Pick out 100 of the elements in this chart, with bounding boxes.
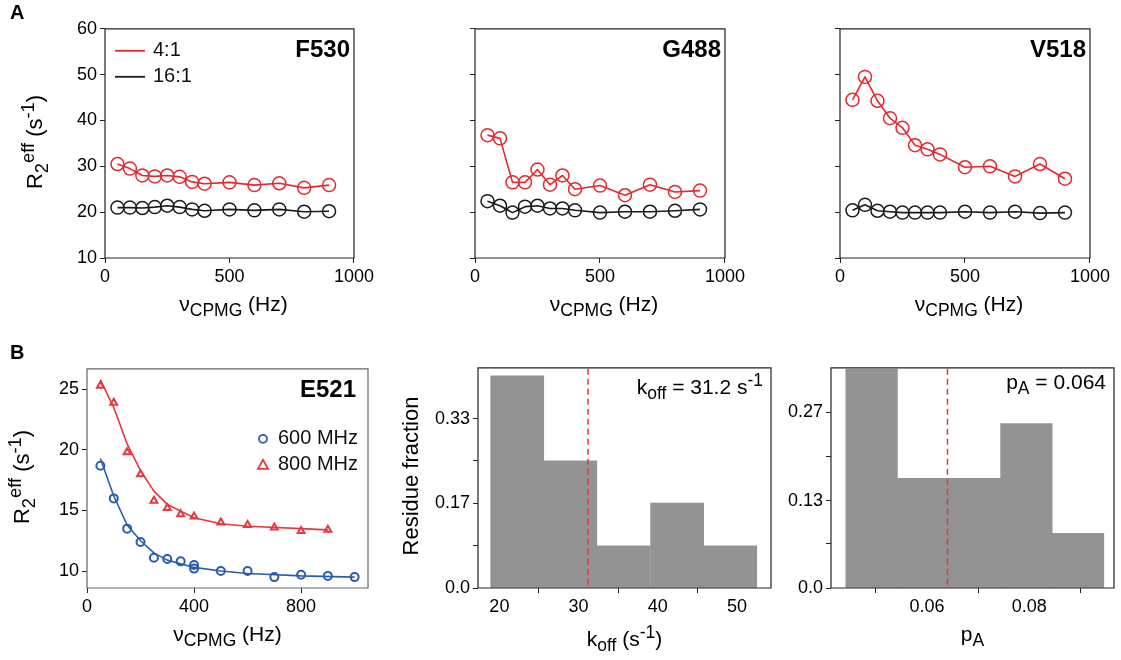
- point: [667, 203, 683, 219]
- point: [222, 175, 237, 190]
- x-axis-title: p$_{A}$: [960, 622, 985, 652]
- x-tick-label: 0.06: [909, 595, 945, 616]
- point: [189, 559, 200, 570]
- point: [480, 127, 495, 143]
- point: [567, 181, 583, 197]
- point: [269, 522, 279, 531]
- x-tick-label: 800: [286, 595, 317, 616]
- point: [110, 200, 125, 215]
- point: [247, 177, 262, 193]
- point: [147, 199, 163, 215]
- x-axis-title: ν$_{CPMG}$ (Hz): [179, 292, 288, 322]
- point: [517, 199, 533, 214]
- x-tick-label: 0: [99, 265, 111, 286]
- point: [122, 200, 138, 215]
- point: [243, 520, 253, 529]
- point: [148, 552, 159, 563]
- point: [692, 183, 708, 198]
- point: [296, 204, 312, 219]
- x-tick-label: 1000: [1069, 265, 1110, 286]
- x-tick-label: 50: [726, 595, 747, 616]
- text: A: [10, 1, 25, 24]
- point: [197, 203, 212, 219]
- point: [135, 536, 146, 547]
- point: [882, 110, 898, 126]
- point: [592, 178, 608, 193]
- point: [492, 131, 508, 146]
- x-tick-label: 0.08: [1011, 595, 1047, 616]
- point: [160, 198, 175, 213]
- point: [895, 120, 910, 136]
- point: [542, 201, 558, 216]
- point: [296, 526, 306, 535]
- point: [1057, 171, 1073, 186]
- point: [162, 503, 172, 512]
- point: [322, 570, 333, 581]
- point: [667, 184, 683, 200]
- x-tick-label: 0: [469, 265, 481, 286]
- x-axis-title: k$_{off}$ (s$^{-1}$): [586, 622, 663, 657]
- y-tick-label: 20: [58, 438, 79, 459]
- point: [175, 556, 186, 567]
- x-tick-label: 0: [81, 595, 93, 616]
- y-tick-label: 0.33: [434, 407, 470, 428]
- point: [296, 180, 312, 196]
- x-tick-label: 500: [214, 265, 245, 286]
- point: [957, 159, 973, 175]
- point: [592, 205, 608, 220]
- point: [269, 572, 280, 583]
- x-tick-label: 0: [834, 265, 846, 286]
- point: [135, 200, 150, 216]
- point: [242, 566, 253, 577]
- point: [870, 93, 885, 109]
- point: [870, 203, 885, 219]
- x-tick-label: 1000: [704, 265, 745, 286]
- x-tick-label: 1000: [333, 265, 374, 286]
- point: [122, 447, 132, 456]
- point: [95, 460, 106, 471]
- point: [136, 469, 145, 478]
- point: [920, 142, 935, 157]
- y-tick-label: 30: [76, 155, 97, 176]
- point: [247, 203, 262, 218]
- point: [110, 156, 125, 172]
- point: [505, 175, 520, 190]
- point: [932, 147, 948, 162]
- point: [349, 572, 360, 583]
- y-tick-label: 60: [76, 17, 97, 38]
- x-tick-label: 400: [179, 595, 210, 616]
- legend-label: 600 MHz: [277, 426, 358, 449]
- point: [1032, 205, 1048, 221]
- point: [957, 204, 973, 219]
- point: [1007, 204, 1023, 219]
- chart-title: F530: [295, 35, 350, 63]
- point: [122, 523, 133, 534]
- point: [162, 553, 173, 564]
- point: [895, 205, 910, 220]
- y-tick-label: 0.0: [444, 576, 470, 597]
- point: [321, 177, 337, 193]
- point: [857, 197, 873, 213]
- point: [184, 174, 200, 190]
- point: [932, 205, 948, 220]
- point: [845, 92, 860, 108]
- x-tick-label: 40: [647, 595, 668, 616]
- legend-label: 16:1: [153, 64, 192, 87]
- point: [172, 199, 187, 215]
- point: [109, 397, 119, 406]
- point: [555, 168, 570, 183]
- point: [857, 69, 873, 85]
- point: [197, 176, 212, 191]
- point: [1032, 156, 1048, 172]
- y-tick-label: 10: [76, 246, 97, 267]
- point: [505, 205, 520, 220]
- point: [567, 203, 583, 218]
- point: [480, 193, 495, 209]
- y-tick-label: 0.0: [797, 576, 823, 597]
- point: [642, 177, 658, 192]
- point: [95, 380, 105, 389]
- point: [323, 524, 333, 533]
- y-axis-title: Residue fraction: [398, 396, 424, 556]
- y-tick-label: 40: [76, 109, 97, 130]
- legend-label: 4:1: [153, 38, 181, 61]
